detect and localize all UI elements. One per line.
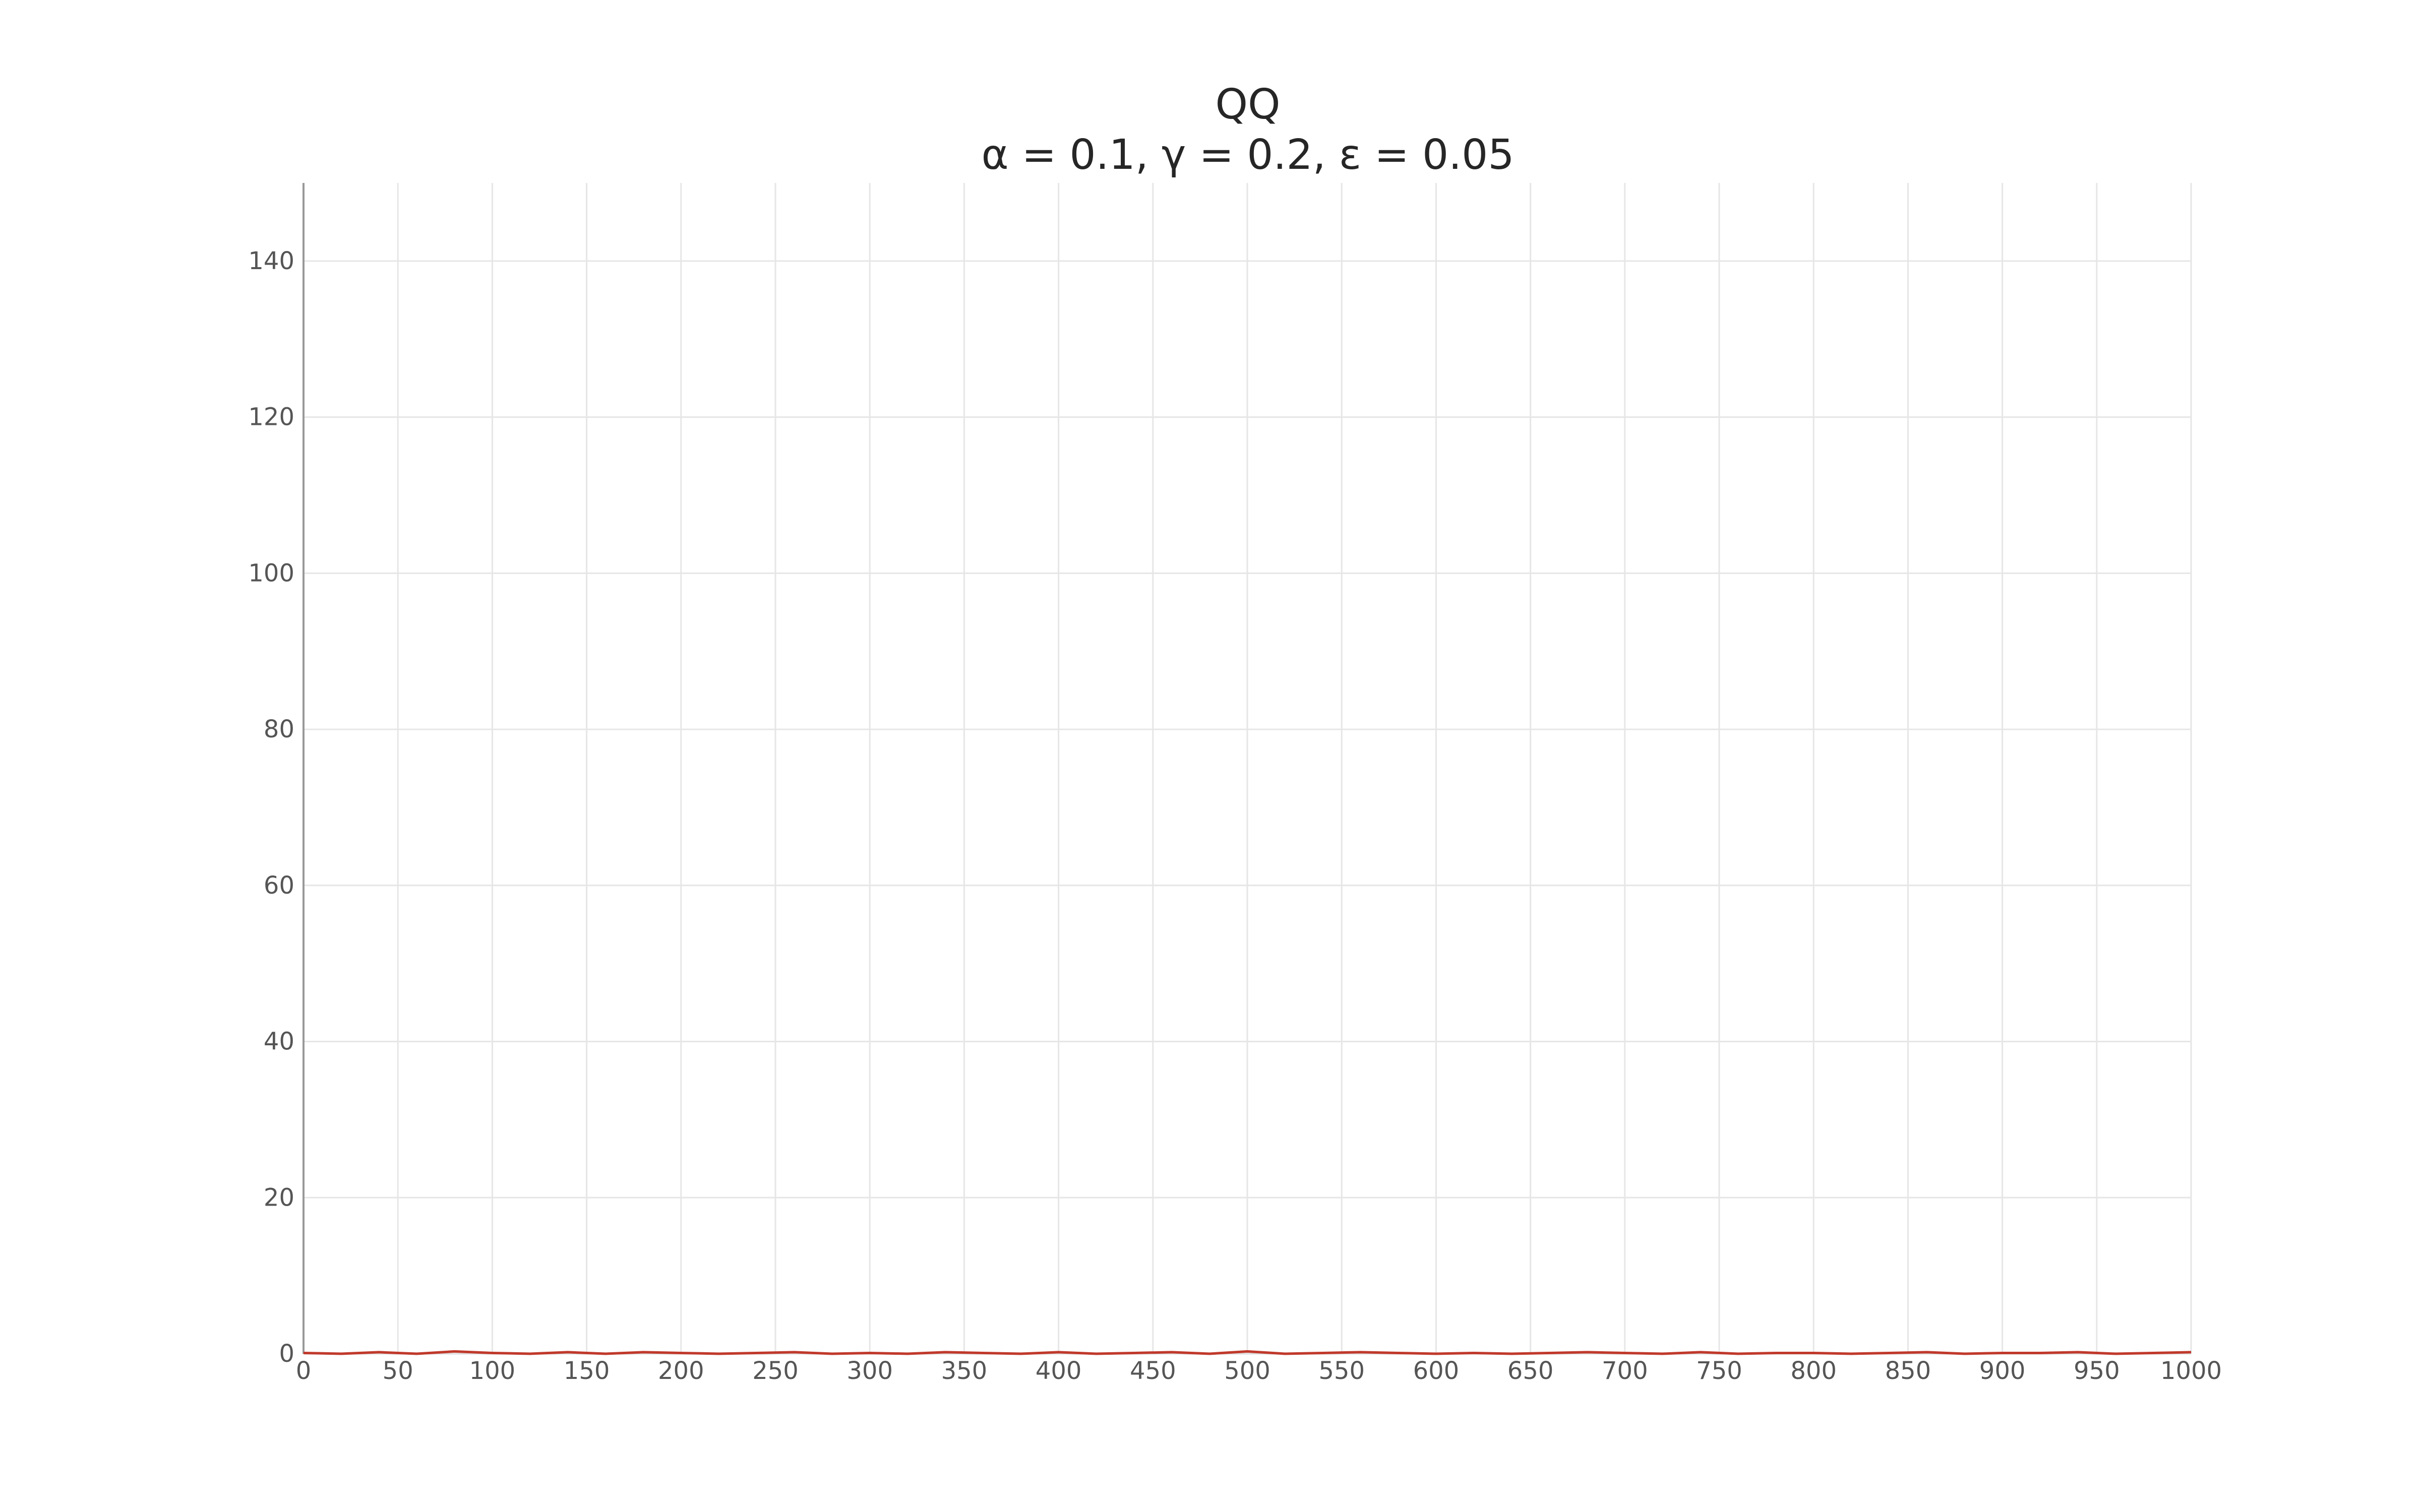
series	[303, 1350, 2192, 1355]
x-tick-label: 250	[752, 1357, 799, 1385]
x-tick-label: 0	[296, 1357, 312, 1385]
x-tick-label: 550	[1318, 1357, 1365, 1385]
y-tick-label: 0	[279, 1340, 294, 1368]
y-tick-label: 40	[264, 1028, 294, 1056]
x-tick-label: 700	[1602, 1357, 1648, 1385]
x-tick-label: 400	[1036, 1357, 1082, 1385]
grid	[302, 183, 2192, 1355]
x-tick-label: 650	[1507, 1357, 1554, 1385]
y-tick-labels: 0 20 40 60 80 100 120 140	[248, 247, 294, 1368]
y-tick-label: 20	[264, 1183, 294, 1212]
x-tick-labels: 0 50 100 150 200 250 300 350 400 450 500 550 600 650 7…	[296, 1357, 2222, 1385]
x-tick-label: 800	[1790, 1357, 1837, 1385]
y-tick-label: 80	[264, 715, 294, 743]
x-tick-label: 300	[846, 1357, 893, 1385]
x-tick-label: 1000	[2160, 1357, 2222, 1385]
chart-title: QQ	[1215, 81, 1280, 129]
x-tick-label: 900	[1979, 1357, 2026, 1385]
x-tick-label: 200	[658, 1357, 704, 1385]
x-tick-label: 600	[1413, 1357, 1460, 1385]
y-tick-label: 140	[248, 247, 294, 275]
y-tick-label: 60	[264, 871, 294, 900]
y-tick-label: 100	[248, 559, 294, 587]
x-tick-label: 500	[1224, 1357, 1270, 1385]
x-tick-label: 50	[383, 1357, 413, 1385]
x-tick-label: 150	[564, 1357, 610, 1385]
x-tick-label: 750	[1696, 1357, 1742, 1385]
chart-subtitle: α = 0.1, γ = 0.2, ε = 0.05	[981, 131, 1514, 179]
series-line	[303, 1350, 2192, 1355]
x-tick-label: 100	[469, 1357, 516, 1385]
x-tick-label: 850	[1885, 1357, 1931, 1385]
x-tick-label: 350	[941, 1357, 988, 1385]
x-tick-label: 950	[2074, 1357, 2120, 1385]
y-tick-label: 120	[248, 403, 294, 431]
x-tick-label: 450	[1130, 1357, 1176, 1385]
